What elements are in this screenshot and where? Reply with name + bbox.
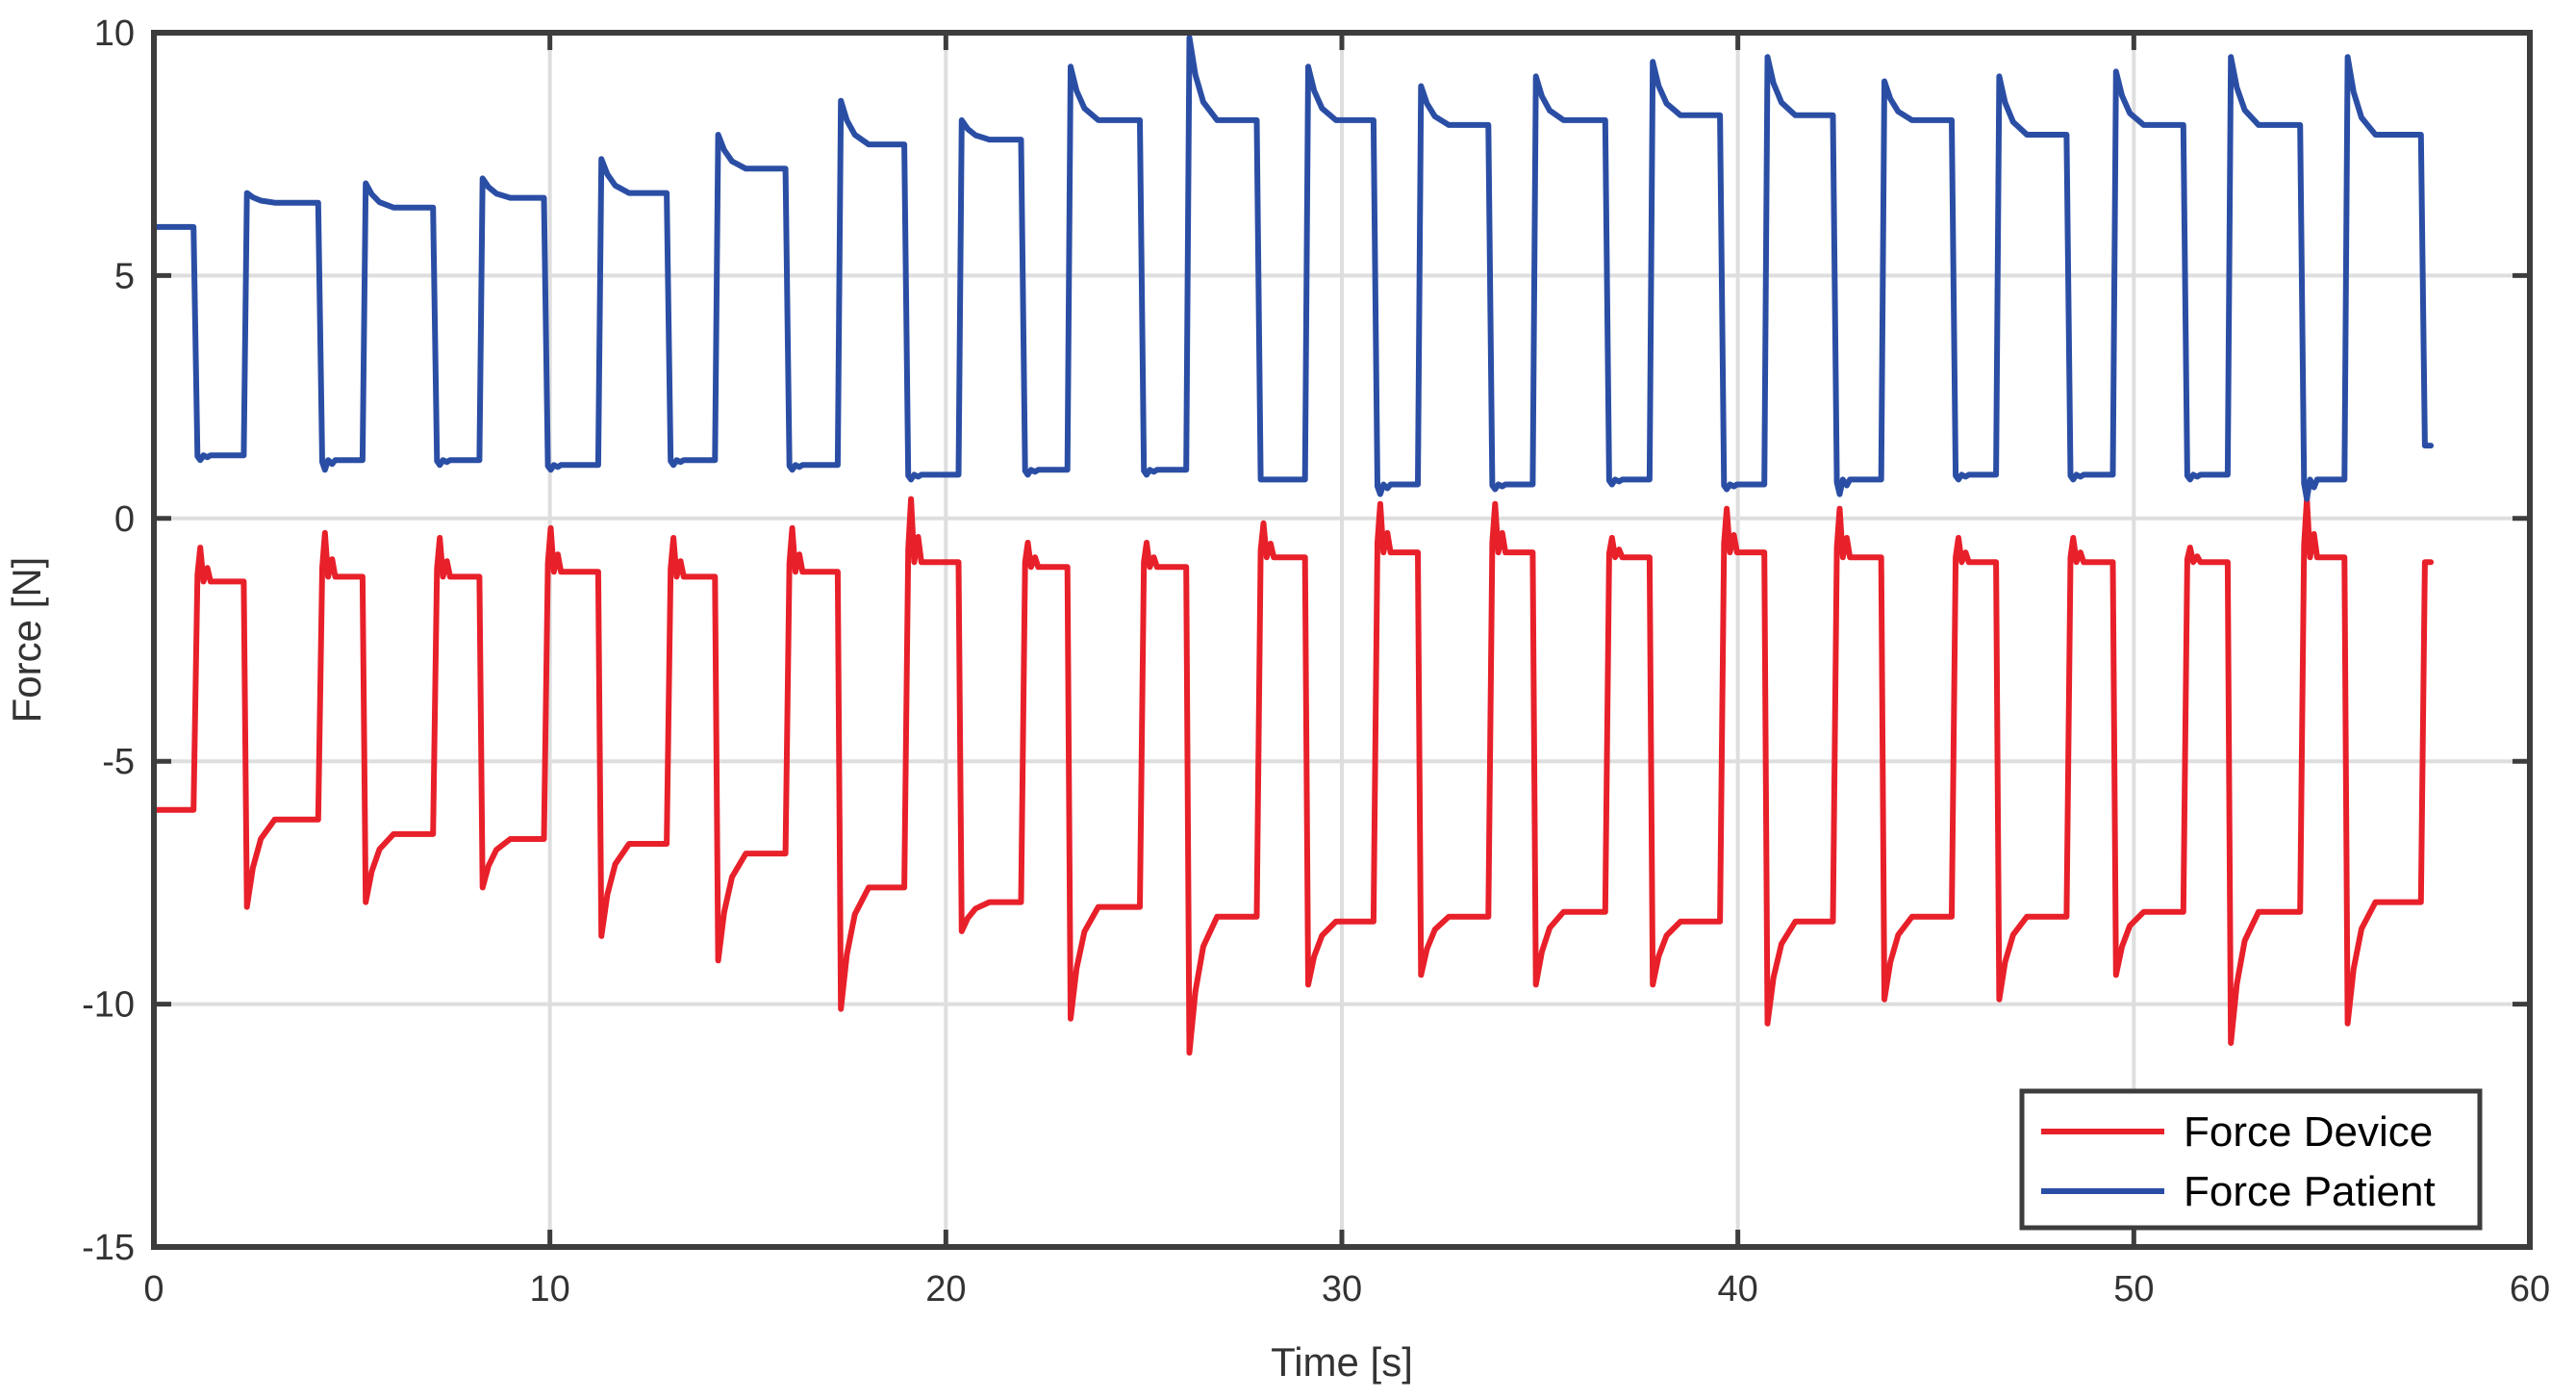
x-tick-label-10: 10 <box>530 1269 570 1310</box>
x-tick-label-40: 40 <box>1718 1269 1758 1310</box>
legend-box <box>2019 1088 2483 1231</box>
y-tick-label--5: -5 <box>102 742 135 782</box>
y-axis-label: Force [N] <box>4 557 49 724</box>
y-tick-label-0: 0 <box>114 499 135 540</box>
y-tick-label--10: -10 <box>82 985 135 1026</box>
x-tick-label-50: 50 <box>2113 1269 2154 1310</box>
x-tick-label-60: 60 <box>2510 1269 2550 1310</box>
series-group <box>151 35 2435 1056</box>
y-tick-label-10: 10 <box>94 13 135 54</box>
x-tick-label-20: 20 <box>925 1269 966 1310</box>
ticks <box>151 30 2533 1250</box>
legend-label-force-patient: Force Patient <box>2184 1168 2436 1215</box>
series-line-force-device <box>151 496 2435 1056</box>
legend-label-force-device: Force Device <box>2184 1108 2433 1156</box>
x-tick-label-0: 0 <box>143 1269 164 1310</box>
x-tick-label-30: 30 <box>1322 1269 1362 1310</box>
y-tick-label-5: 5 <box>114 256 135 296</box>
legend: Force Device Force Patient <box>2019 1088 2483 1231</box>
series-line-force-patient <box>151 35 2435 502</box>
x-axis-label: Time [s] <box>1271 1339 1413 1385</box>
y-tick-label--15: -15 <box>82 1228 135 1268</box>
grid <box>154 33 2530 1247</box>
